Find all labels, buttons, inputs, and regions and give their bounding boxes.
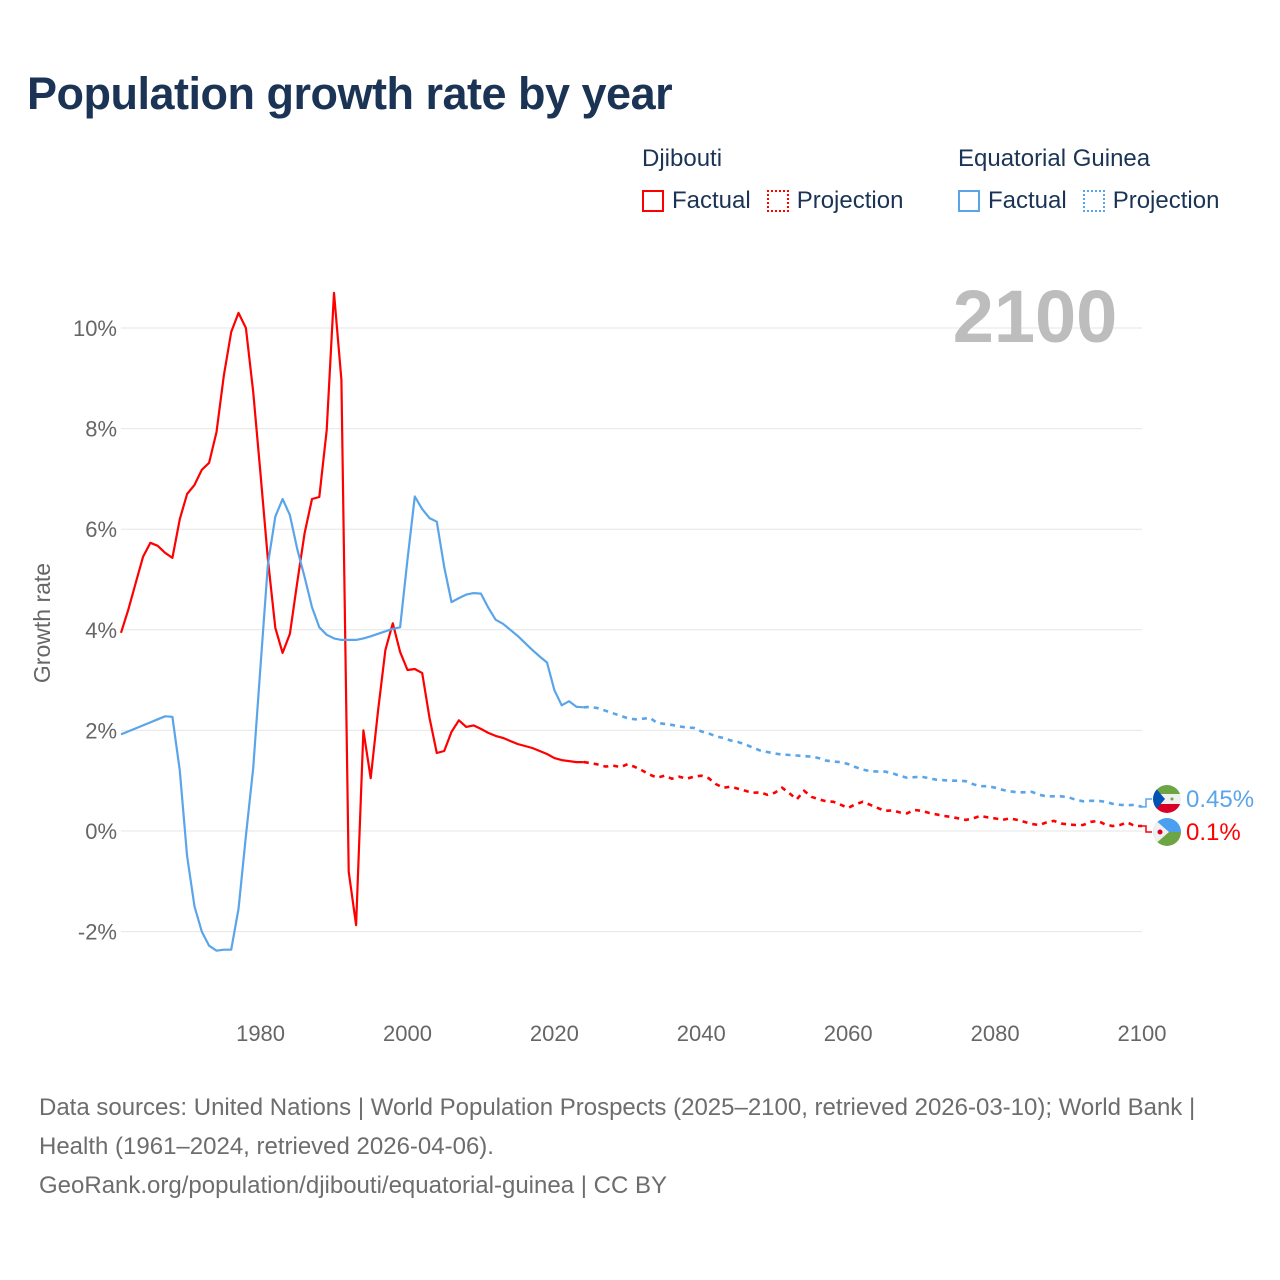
equatorial-guinea-end-connector [1142, 798, 1152, 808]
y-tick-label: -2% [78, 920, 117, 945]
y-tick-label: 2% [85, 718, 117, 743]
legend-group-name: Equatorial Guinea [958, 145, 1151, 172]
legend-swatch-solid [642, 190, 664, 212]
source-link[interactable]: GeoRank.org/population/djibouti/equatori… [39, 1172, 667, 1199]
flag-body [1153, 818, 1181, 846]
x-tick-label: 2020 [530, 1021, 579, 1046]
legend-label: Projection [796, 187, 904, 214]
legend-djibouti-factual[interactable]: Factual [642, 187, 751, 215]
x-tick-label: 2060 [824, 1021, 873, 1046]
legend-swatch-dotted [766, 190, 789, 212]
flag-triangle [1153, 785, 1165, 813]
flag-stripe [1153, 785, 1181, 794]
x-tick-label: 2000 [383, 1021, 432, 1046]
chart-title: Population growth rate by year [27, 68, 673, 119]
flag-emblem [1170, 797, 1174, 801]
legend-label: Factual [672, 187, 751, 214]
flag-stripe [1153, 804, 1181, 813]
x-tick-label: 1980 [236, 1021, 285, 1046]
footer: Data sources: United Nations | World Pop… [39, 1088, 1239, 1205]
equatorial-guinea-projection-line [583, 705, 1143, 809]
legend-eq-guinea-projection[interactable]: Projection [1082, 187, 1220, 215]
y-tick-label: 10% [73, 316, 117, 341]
djibouti-projection-line [583, 760, 1142, 828]
legend-group-name: Djibouti [642, 145, 723, 172]
x-tick-label: 2040 [677, 1021, 726, 1046]
y-tick-label: 6% [85, 517, 117, 542]
legend-swatch-solid [958, 190, 980, 212]
legend-label: Factual [988, 187, 1067, 214]
djibouti-end-label: 0.1% [1186, 819, 1241, 846]
legend-equatorial-guinea: Equatorial Guinea Factual Projection [958, 145, 1235, 215]
flag-body [1153, 785, 1181, 813]
y-tick-label: 4% [85, 618, 117, 643]
year-overlay: 2100 [953, 275, 1118, 358]
legend-eq-guinea-factual[interactable]: Factual [958, 187, 1067, 215]
y-tick-label: 0% [85, 819, 117, 844]
equatorial-guinea-flag-icon [1153, 785, 1181, 813]
djibouti-flag-icon [1153, 818, 1181, 846]
y-axis-label: Growth rate [29, 563, 55, 683]
legend-swatch-dotted [1082, 190, 1105, 212]
x-tick-label: 2100 [1118, 1021, 1167, 1046]
equatorial-guinea-factual-line [120, 495, 584, 952]
djibouti-end-connector [1142, 825, 1152, 833]
flag-star [1157, 829, 1163, 835]
y-tick-label: 8% [85, 417, 117, 442]
data-sources: Data sources: United Nations | World Pop… [39, 1094, 1196, 1160]
legend-djibouti: Djibouti Factual Projection [642, 145, 919, 215]
legend-label: Projection [1112, 187, 1220, 214]
legend-djibouti-projection[interactable]: Projection [766, 187, 904, 215]
flag-stripe [1153, 794, 1181, 804]
equatorial-guinea-end-label: 0.45% [1186, 786, 1254, 813]
djibouti-factual-line [119, 291, 584, 927]
x-tick-label: 2080 [971, 1021, 1020, 1046]
